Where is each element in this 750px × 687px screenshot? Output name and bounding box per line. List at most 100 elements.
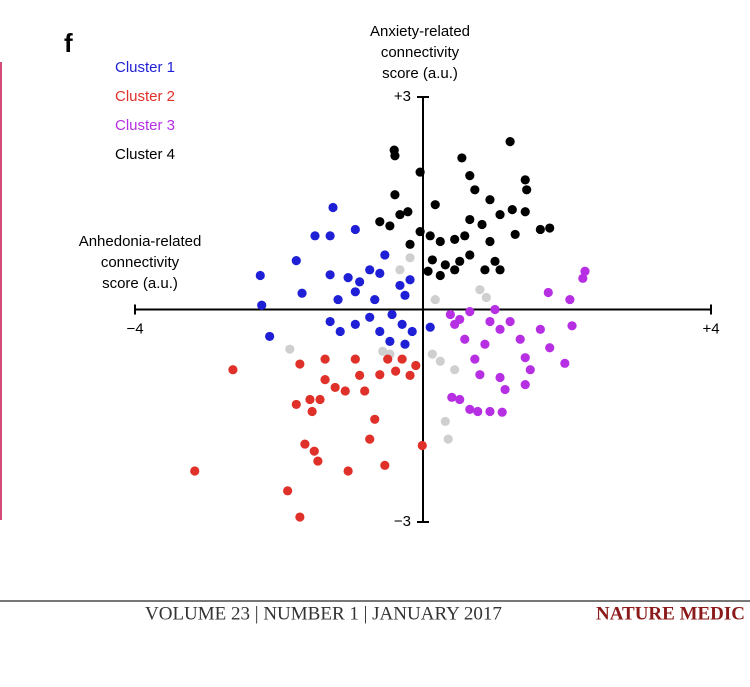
scatter-point bbox=[370, 414, 380, 424]
scatter-point bbox=[400, 290, 410, 300]
scatter-point bbox=[490, 256, 500, 266]
legend-entry: Cluster 3 bbox=[115, 117, 175, 134]
scatter-point bbox=[265, 331, 275, 342]
scatter-point bbox=[567, 321, 577, 331]
scatter-point bbox=[470, 354, 480, 364]
scatter-point bbox=[397, 354, 407, 364]
x-axis-label: Anhedonia-related bbox=[79, 233, 202, 250]
scatter-point bbox=[447, 392, 457, 402]
scatter-point bbox=[309, 446, 319, 456]
scatter-point bbox=[400, 339, 410, 349]
scatter-point bbox=[425, 322, 435, 332]
scatter-point bbox=[365, 265, 375, 275]
scatter-point bbox=[378, 346, 388, 356]
legend-entry: Cluster 1 bbox=[115, 59, 175, 76]
y-axis-label: Anxiety-related bbox=[370, 23, 470, 40]
scatter-point bbox=[495, 265, 505, 275]
scatter-point bbox=[460, 231, 470, 241]
scatter-point bbox=[440, 416, 450, 427]
y-tick-label: +3 bbox=[394, 88, 411, 105]
scatter-point bbox=[380, 460, 390, 470]
scatter-point bbox=[375, 268, 385, 278]
scatter-point bbox=[465, 307, 475, 317]
scatter-point bbox=[560, 358, 570, 368]
scatter-point bbox=[475, 370, 485, 380]
scatter-point bbox=[505, 137, 515, 147]
scatter-point bbox=[522, 185, 532, 195]
legend-entry: Cluster 4 bbox=[115, 146, 175, 163]
scatter-point bbox=[325, 231, 335, 241]
scatter-point bbox=[328, 202, 338, 213]
scatter-point bbox=[497, 407, 507, 417]
scatter-point bbox=[475, 285, 485, 295]
scatter-point bbox=[450, 265, 460, 275]
scatter-point bbox=[535, 324, 545, 334]
scatter-point bbox=[495, 209, 505, 220]
scatter-point bbox=[291, 399, 301, 410]
scatter-point bbox=[313, 456, 323, 466]
scatter-point bbox=[375, 370, 385, 380]
scatter-point bbox=[390, 190, 400, 200]
scatter-point bbox=[545, 223, 555, 233]
scatter-point bbox=[480, 265, 490, 275]
scatter-point bbox=[473, 406, 483, 417]
scatter-point bbox=[397, 319, 407, 329]
scatter-point bbox=[435, 236, 445, 247]
scatter-point bbox=[455, 394, 465, 405]
scatter-point bbox=[350, 224, 360, 235]
scatter-point bbox=[443, 434, 453, 444]
y-axis-label: score (a.u.) bbox=[382, 65, 458, 82]
scatter-point bbox=[450, 319, 460, 329]
footer-journal: NATURE MEDIC bbox=[596, 603, 745, 624]
scatter-point bbox=[355, 277, 365, 287]
y-tick-label: −3 bbox=[394, 513, 411, 530]
scatter-point bbox=[485, 406, 495, 417]
scatter-point bbox=[405, 275, 415, 285]
scatter-point bbox=[520, 175, 530, 185]
scatter-point bbox=[465, 250, 475, 260]
scatter-point bbox=[325, 270, 335, 280]
scatter-point bbox=[228, 365, 238, 375]
scatter-point bbox=[565, 294, 575, 305]
scatter-point bbox=[395, 209, 405, 220]
scatter-point bbox=[405, 253, 415, 263]
scatter-point bbox=[430, 294, 440, 305]
scatter-point bbox=[325, 316, 335, 327]
scatter-point bbox=[310, 231, 320, 241]
scatter-point bbox=[480, 339, 490, 349]
scatter-point bbox=[340, 386, 350, 396]
scatter-point bbox=[307, 406, 317, 417]
scatter-point bbox=[350, 319, 360, 329]
scatter-point bbox=[305, 394, 315, 405]
scatter-point bbox=[543, 287, 553, 298]
scatter-point bbox=[445, 309, 455, 320]
scatter-point bbox=[295, 512, 305, 522]
x-tick-label: +4 bbox=[702, 320, 719, 337]
x-axis-label: connectivity bbox=[101, 254, 180, 271]
scatter-point bbox=[505, 316, 515, 327]
scatter-point bbox=[515, 334, 525, 344]
panel-label: f bbox=[64, 28, 73, 58]
scatter-point bbox=[350, 287, 360, 297]
scatter-point bbox=[285, 344, 295, 354]
scatter-point bbox=[300, 439, 310, 449]
scatter-point bbox=[440, 260, 450, 270]
scatter-point bbox=[320, 375, 330, 385]
scatter-point bbox=[360, 386, 370, 396]
scatter-point bbox=[460, 334, 470, 344]
scatter-point bbox=[415, 226, 425, 237]
scatter-point bbox=[525, 365, 535, 375]
scatter-point bbox=[520, 353, 530, 363]
scatter-point bbox=[490, 304, 500, 315]
scatter-point bbox=[335, 326, 345, 337]
scatter-point bbox=[395, 280, 405, 291]
scatter-point bbox=[465, 404, 475, 414]
scatter-point bbox=[457, 153, 467, 163]
scatter-point bbox=[455, 256, 465, 266]
scatter-point bbox=[423, 266, 433, 276]
scatter-point bbox=[450, 365, 460, 375]
scatter-point bbox=[535, 224, 545, 235]
scatter-point bbox=[545, 343, 555, 353]
scatter-point bbox=[350, 354, 360, 364]
